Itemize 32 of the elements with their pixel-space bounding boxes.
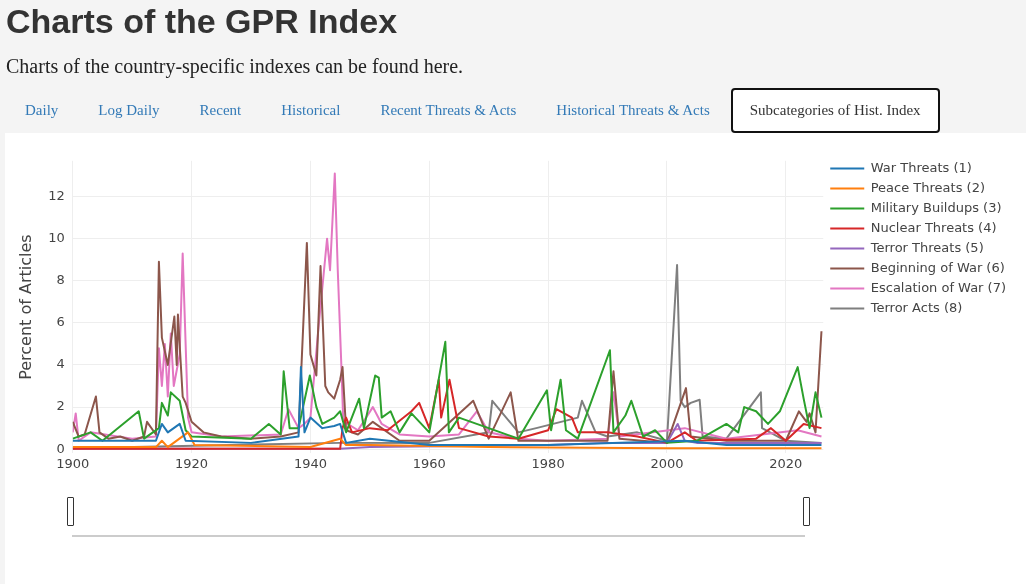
chart-subtitle: Charts of the country-specific indexes can be found here. (6, 55, 464, 78)
legend-label: Military Buildups (3) (870, 199, 1002, 215)
text: Subcategories of Hist. Index (730, 88, 940, 133)
chart-title: Charts of the GPR Index (6, 2, 398, 41)
y-tick-label: 4 (56, 356, 65, 372)
legend-label: Terror Acts (8) (869, 299, 963, 315)
x-tick-label: 1940 (293, 455, 327, 471)
y-tick-label: 6 (56, 314, 65, 330)
x-tick-label: 2000 (650, 455, 684, 471)
y-tick-label: 8 (56, 272, 65, 288)
y-tick-label: 10 (48, 230, 65, 246)
text: Historical Threats & Acts (555, 101, 711, 120)
x-tick-label: 1980 (531, 455, 565, 471)
text: Log Daily (97, 101, 161, 120)
legend-label: Terror Threats (5) (869, 239, 984, 255)
legend-label: Beginning of War (6) (870, 259, 1005, 275)
text: Recent Threats & Acts (379, 101, 518, 120)
legend-label: Peace Threats (2) (870, 179, 985, 195)
y-tick-label: 0 (56, 440, 65, 456)
x-tick-label: 1900 (56, 455, 90, 471)
y-tick-label: 2 (56, 398, 65, 414)
legend-label: Escalation of War (7) (870, 279, 1007, 295)
x-tick-label: 1920 (175, 455, 209, 471)
y-tick-label: 12 (48, 187, 65, 203)
text: Historical (280, 101, 342, 120)
legend-label: Nuclear Threats (4) (870, 219, 997, 235)
y-axis-title: Percent of Articles (15, 234, 35, 380)
x-tick-label: 1960 (412, 455, 446, 471)
text: Daily (24, 101, 60, 120)
x-tick-label: 2020 (769, 455, 803, 471)
legend-label: War Threats (1) (870, 159, 972, 175)
text: Recent (198, 101, 243, 120)
